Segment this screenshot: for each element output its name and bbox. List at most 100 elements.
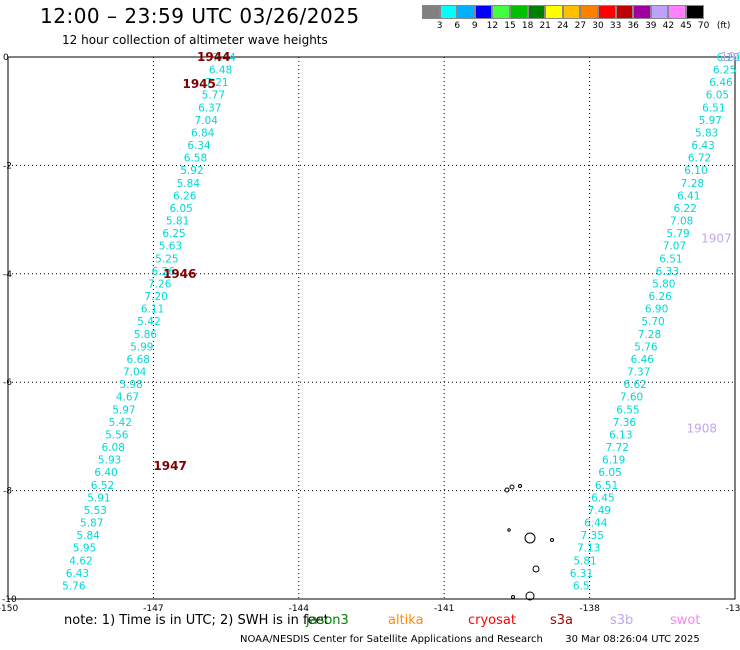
legend-label: 33 [609,21,622,31]
swh-value-track-east: 5.76 [634,341,658,353]
swh-value-track-west: 6.11 [141,304,164,316]
legend-swatch [474,5,493,19]
legend-swatch [668,5,686,19]
swh-value-track-west: 7.21 [205,77,228,89]
latitude-label: -8 [3,487,12,497]
swh-value-track-west: 6.58 [184,153,207,165]
legend-color-swatches [422,5,740,19]
time-units-note: note: 1) Time is in UTC; 2) SWH is in fe… [64,613,329,628]
swh-value-track-east: 6.19 [602,455,625,467]
swh-value-track-west: 6.37 [198,102,221,114]
swh-value-track-east: 6.55 [616,404,639,416]
swh-value-track-west: 6.52 [91,480,114,492]
island-outline [524,532,536,544]
satellite-jason3: jason3 [306,613,349,628]
latitude-label: -2 [3,161,12,171]
legend-label: 18 [521,21,534,31]
legend-label: 70 [697,21,710,31]
longitude-label: -138 [579,604,600,614]
swh-value-track-east: 5.70 [641,316,664,328]
map-title: 12:00 – 23:59 UTC 03/26/2025 [40,4,360,28]
swh-value-track-east: 7.72 [606,442,629,454]
swh-value-track-west: 5.95 [73,543,96,555]
swh-value-track-east: 6.25 [713,65,736,77]
island-outline [532,565,540,573]
legend-swatch [492,5,510,19]
swh-value-track-east: 7.28 [681,178,704,190]
swh-value-track-west: 5.86 [134,329,158,341]
swh-value-track-east: 6.05 [706,90,729,102]
swh-value-track-east: 6.20 [716,52,739,64]
legend-label: 6 [454,21,461,31]
longitude-label: -147 [143,604,163,614]
pass-time-label: 1947 [153,459,186,473]
swh-value-track-east: 6.10 [684,165,707,177]
swh-value-track-west: 5.93 [98,455,121,467]
swh-value-track-east: 7.08 [670,216,693,228]
swh-value-track-east: 6.90 [645,304,668,316]
longitude-label: -13 [726,604,740,614]
legend-swatch [685,5,704,19]
swh-value-track-west: 6.48 [209,65,232,77]
legend-label: 21 [539,21,551,31]
pass-time-label: 1907 [701,232,732,246]
longitude-label: -150 [0,604,18,614]
swh-value-track-east: 6.51 [659,253,682,265]
legend-label: 3 [436,21,443,31]
swh-value-track-west: 6.40 [94,467,117,479]
map-frame [7,56,736,600]
swh-value-track-east: 7.28 [638,329,661,341]
legend-swatch [545,5,563,19]
swh-value-track-west: 5.56 [105,429,129,441]
swh-value-track-east: 6.26 [648,291,672,303]
island-outline [550,538,554,542]
swh-value-track-east: 6.45 [591,492,614,504]
swh-value-track-west: 5.81 [166,216,189,228]
swh-value-track-east: 7.35 [581,530,604,542]
map-subtitle: 12 hour collection of altimeter wave hei… [62,33,328,47]
legend-label: 45 [680,21,692,31]
swh-value-track-west: 5.42 [109,417,132,429]
legend-label: 24 [557,21,569,31]
latitude-label: 0 [3,53,9,63]
swh-value-track-west: 7.44 [212,52,236,64]
generated-timestamp: 30 Mar 08:26:04 UTC 2025 [565,634,700,645]
legend-unit: (ft) [716,21,731,31]
pass-time-label: 1946 [163,267,196,281]
swh-value-track-east: 6.44 [584,518,608,530]
swh-value-track-east: 6.41 [677,190,700,202]
swh-value-track-west: 5.92 [180,165,203,177]
swh-value-track-east: 6.05 [598,467,621,479]
swh-value-track-west: 5.77 [202,90,225,102]
swh-value-track-east: 7.49 [588,505,611,517]
swh-value-track-west: 7.04 [123,367,147,379]
pass-time-label: 1906 [720,50,740,64]
legend-label: 9 [471,21,478,31]
longitude-label: -144 [289,604,310,614]
island-outline [518,484,522,488]
satellite-cryosat: cryosat [468,613,516,628]
legend-swatch [562,5,581,19]
swh-value-track-west: 5.84 [76,530,100,542]
swh-value-track-west: 7.04 [195,115,219,127]
legend-label: 27 [574,21,587,31]
credit-text: NOAA/NESDIS Center for Satellite Applica… [240,634,543,645]
legend-label: 39 [645,21,657,31]
island-outline [511,595,515,599]
swh-value-track-west: 5.87 [80,518,103,530]
legend-swatch [650,5,669,19]
swh-value-track-west: 7.26 [148,278,172,290]
legend-swatch [633,5,651,19]
swh-value-track-east: 6.33 [656,266,679,278]
satellite-swot: swot [670,613,701,628]
swh-value-track-west: 5.91 [87,492,110,504]
swh-value-track-east: 7.37 [627,367,650,379]
swh-value-track-east: 6.31 [570,568,593,580]
swh-value-track-west: 6.05 [169,203,192,215]
swh-value-track-east: 6.13 [609,429,632,441]
swh-value-track-east: 6.46 [631,354,655,366]
legend-label: 30 [592,21,604,31]
swh-value-track-west: 6.43 [66,568,89,580]
pass-time-label: 1945 [182,77,215,91]
